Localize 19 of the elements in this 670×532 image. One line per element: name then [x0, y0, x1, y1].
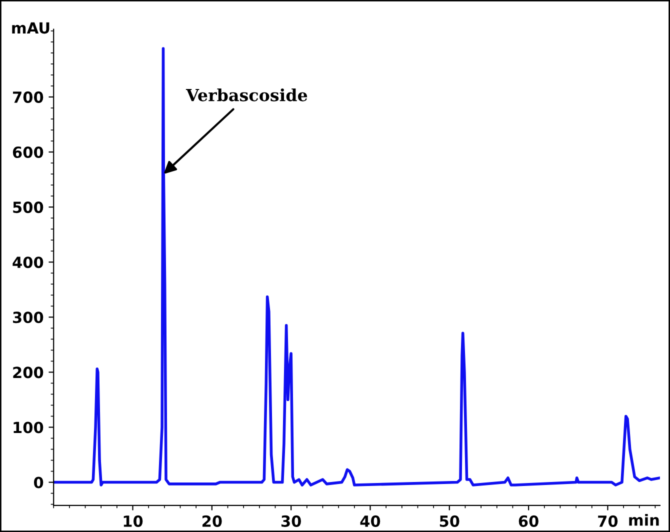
x-tick-label: 20	[202, 515, 222, 527]
y-tick-label: 300	[13, 312, 44, 324]
x-tick-label: 50	[440, 515, 460, 527]
y-tick-label: 700	[13, 91, 44, 103]
x-tick-label: 30	[281, 515, 301, 527]
x-tick-label: 60	[518, 515, 538, 527]
y-axis-title: mAU	[12, 22, 50, 34]
y-tick-label: 200	[13, 366, 44, 378]
x-axis-title: min	[629, 514, 659, 526]
x-tick-label: 40	[360, 515, 380, 527]
y-tick-label: 400	[12, 256, 44, 268]
y-tick-label: 100	[14, 422, 44, 434]
x-tick-label: 10	[124, 515, 143, 527]
x-tick-label: 70	[598, 515, 618, 527]
y-tick-label: 600	[12, 146, 44, 158]
y-tick-label: 0	[34, 476, 44, 488]
annotation: Verbascoside	[186, 88, 308, 102]
line-series	[54, 47, 660, 486]
y-tick-label: 500	[13, 202, 44, 214]
